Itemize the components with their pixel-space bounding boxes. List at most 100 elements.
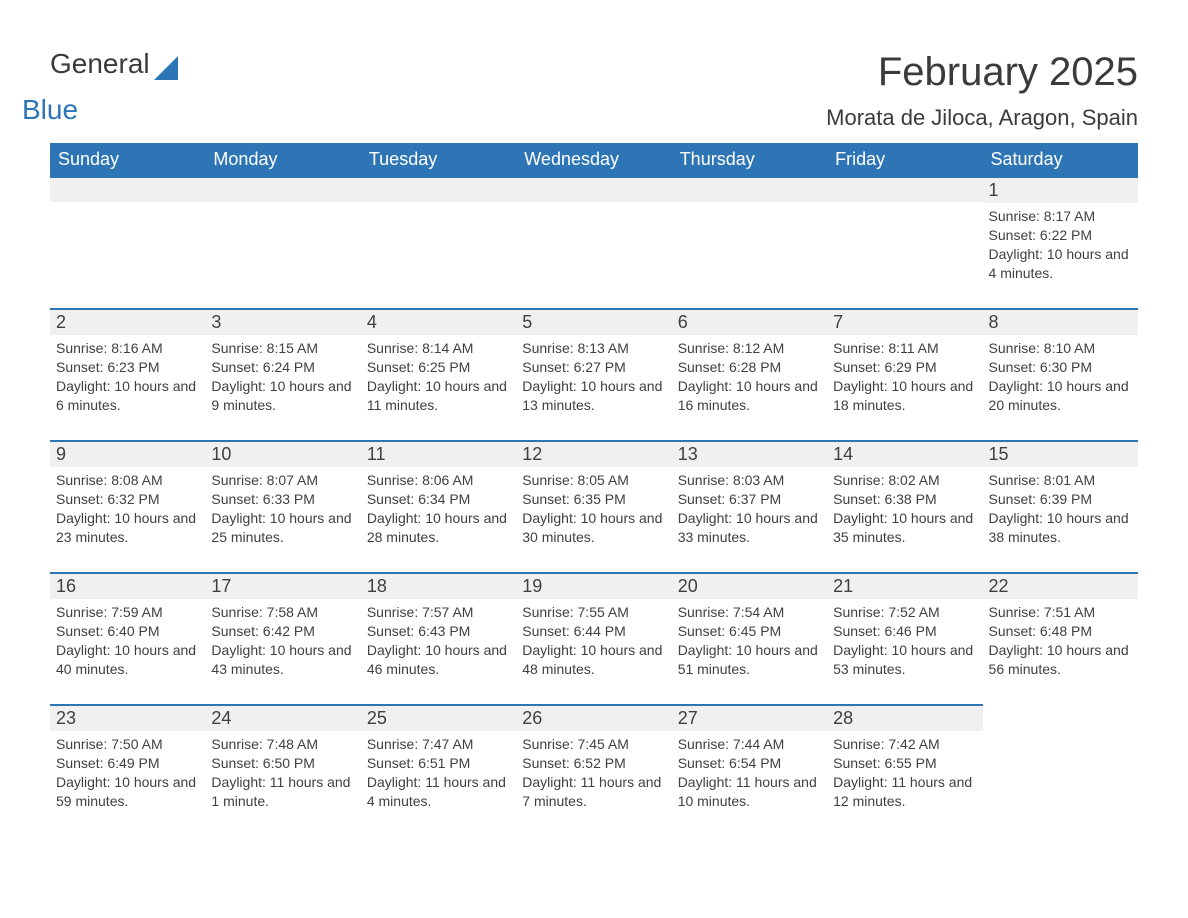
day-number: 14 [827, 440, 982, 467]
cell-body: Sunrise: 8:17 AMSunset: 6:22 PMDaylight:… [983, 203, 1138, 283]
cell-body: Sunrise: 8:06 AMSunset: 6:34 PMDaylight:… [361, 467, 516, 547]
sunrise-line: Sunrise: 7:57 AM [367, 603, 510, 622]
day-number: 17 [205, 572, 360, 599]
sunset-line: Sunset: 6:45 PM [678, 622, 821, 641]
day-number: 21 [827, 572, 982, 599]
daylight-line: Daylight: 10 hours and 35 minutes. [833, 509, 976, 547]
sunrise-line: Sunrise: 7:51 AM [989, 603, 1132, 622]
daylight-line: Daylight: 10 hours and 20 minutes. [989, 377, 1132, 415]
sunset-line: Sunset: 6:30 PM [989, 358, 1132, 377]
empty-day-bar [50, 176, 205, 202]
cell-body: Sunrise: 7:45 AMSunset: 6:52 PMDaylight:… [516, 731, 671, 811]
daylight-line: Daylight: 11 hours and 7 minutes. [522, 773, 665, 811]
calendar-cell: 22Sunrise: 7:51 AMSunset: 6:48 PMDayligh… [983, 572, 1138, 704]
cell-body: Sunrise: 7:52 AMSunset: 6:46 PMDaylight:… [827, 599, 982, 679]
calendar-cell: 11Sunrise: 8:06 AMSunset: 6:34 PMDayligh… [361, 440, 516, 572]
day-number: 16 [50, 572, 205, 599]
day-number: 12 [516, 440, 671, 467]
cell-body: Sunrise: 7:57 AMSunset: 6:43 PMDaylight:… [361, 599, 516, 679]
calendar-cell: 20Sunrise: 7:54 AMSunset: 6:45 PMDayligh… [672, 572, 827, 704]
sunset-line: Sunset: 6:44 PM [522, 622, 665, 641]
calendar-cell: 13Sunrise: 8:03 AMSunset: 6:37 PMDayligh… [672, 440, 827, 572]
sunrise-line: Sunrise: 8:03 AM [678, 471, 821, 490]
weekday-header: Thursday [672, 143, 827, 176]
day-number: 8 [983, 308, 1138, 335]
sunrise-line: Sunrise: 8:12 AM [678, 339, 821, 358]
calendar-cell [672, 176, 827, 308]
calendar-cell: 8Sunrise: 8:10 AMSunset: 6:30 PMDaylight… [983, 308, 1138, 440]
daylight-line: Daylight: 10 hours and 11 minutes. [367, 377, 510, 415]
calendar-cell [983, 704, 1138, 836]
calendar-cell: 6Sunrise: 8:12 AMSunset: 6:28 PMDaylight… [672, 308, 827, 440]
empty-day-bar [361, 176, 516, 202]
day-number: 15 [983, 440, 1138, 467]
sunset-line: Sunset: 6:37 PM [678, 490, 821, 509]
empty-day-bar [205, 176, 360, 202]
sunrise-line: Sunrise: 7:52 AM [833, 603, 976, 622]
daylight-line: Daylight: 10 hours and 18 minutes. [833, 377, 976, 415]
calendar-cell: 14 Sunrise: 8:02 AMSunset: 6:38 PMDayligh… [827, 440, 982, 572]
day-number: 25 [361, 704, 516, 731]
weekday-header-row: SundayMondayTuesdayWednesdayThursdayFrid… [50, 143, 1138, 176]
weekday-header: Friday [827, 143, 982, 176]
sunset-line: Sunset: 6:42 PM [211, 622, 354, 641]
cell-body: Sunrise: 7:59 AMSunset: 6:40 PMDaylight:… [50, 599, 205, 679]
sunrise-line: Sunrise: 7:44 AM [678, 735, 821, 754]
calendar-week-row: 1Sunrise: 8:17 AMSunset: 6:22 PMDaylight… [50, 176, 1138, 308]
header: General Blue February 2025 Morata de Jil… [50, 50, 1138, 143]
daylight-line: Daylight: 10 hours and 23 minutes. [56, 509, 199, 547]
sail-icon [152, 54, 182, 84]
calendar-cell: 19Sunrise: 7:55 AMSunset: 6:44 PMDayligh… [516, 572, 671, 704]
weekday-header: Saturday [983, 143, 1138, 176]
sunset-line: Sunset: 6:23 PM [56, 358, 199, 377]
day-number: 26 [516, 704, 671, 731]
sunrise-line: Sunrise: 7:45 AM [522, 735, 665, 754]
empty-day-bar [672, 176, 827, 202]
daylight-line: Daylight: 10 hours and 46 minutes. [367, 641, 510, 679]
calendar-week-row: 23Sunrise: 7:50 AMSunset: 6:49 PMDayligh… [50, 704, 1138, 836]
sunrise-line: Sunrise: 8:15 AM [211, 339, 354, 358]
daylight-line: Daylight: 10 hours and 16 minutes. [678, 377, 821, 415]
cell-body: Sunrise: 7:50 AMSunset: 6:49 PMDaylight:… [50, 731, 205, 811]
sunset-line: Sunset: 6:48 PM [989, 622, 1132, 641]
cell-body: Sunrise: 8:12 AMSunset: 6:28 PMDaylight:… [672, 335, 827, 415]
sunset-line: Sunset: 6:24 PM [211, 358, 354, 377]
day-number: 10 [205, 440, 360, 467]
page-title: February 2025 [826, 50, 1138, 95]
calendar-cell: 26Sunrise: 7:45 AMSunset: 6:52 PMDayligh… [516, 704, 671, 836]
sunset-line: Sunset: 6:54 PM [678, 754, 821, 773]
daylight-line: Daylight: 10 hours and 48 minutes. [522, 641, 665, 679]
calendar-cell: 27Sunrise: 7:44 AMSunset: 6:54 PMDayligh… [672, 704, 827, 836]
cell-body: Sunrise: 8:15 AMSunset: 6:24 PMDaylight:… [205, 335, 360, 415]
sunset-line: Sunset: 6:55 PM [833, 754, 976, 773]
cell-body: Sunrise: 7:58 AMSunset: 6:42 PMDaylight:… [205, 599, 360, 679]
cell-body: Sunrise: 8:07 AMSunset: 6:33 PMDaylight:… [205, 467, 360, 547]
calendar-cell: 25Sunrise: 7:47 AMSunset: 6:51 PMDayligh… [361, 704, 516, 836]
daylight-line: Daylight: 11 hours and 4 minutes. [367, 773, 510, 811]
day-number: 23 [50, 704, 205, 731]
location-subtitle: Morata de Jiloca, Aragon, Spain [826, 105, 1138, 131]
calendar-cell: 28Sunrise: 7:42 AMSunset: 6:55 PMDayligh… [827, 704, 982, 836]
cell-body: Sunrise: 8:10 AMSunset: 6:30 PMDaylight:… [983, 335, 1138, 415]
logo-word2: Blue [22, 96, 150, 124]
day-number: 5 [516, 308, 671, 335]
daylight-line: Daylight: 10 hours and 38 minutes. [989, 509, 1132, 547]
cell-body: Sunrise: 8:03 AMSunset: 6:37 PMDaylight:… [672, 467, 827, 547]
sunset-line: Sunset: 6:38 PM [833, 490, 976, 509]
calendar-cell: 2Sunrise: 8:16 AMSunset: 6:23 PMDaylight… [50, 308, 205, 440]
day-number: 13 [672, 440, 827, 467]
cell-body: Sunrise: 7:47 AMSunset: 6:51 PMDaylight:… [361, 731, 516, 811]
day-number: 19 [516, 572, 671, 599]
sunset-line: Sunset: 6:34 PM [367, 490, 510, 509]
calendar-cell [827, 176, 982, 308]
daylight-line: Daylight: 10 hours and 40 minutes. [56, 641, 199, 679]
calendar-week-row: 2Sunrise: 8:16 AMSunset: 6:23 PMDaylight… [50, 308, 1138, 440]
sunset-line: Sunset: 6:49 PM [56, 754, 199, 773]
logo-word1: General [50, 50, 150, 78]
day-number: 27 [672, 704, 827, 731]
sunset-line: Sunset: 6:51 PM [367, 754, 510, 773]
sunrise-line: Sunrise: 8:02 AM [833, 471, 976, 490]
cell-body: Sunrise: 7:55 AMSunset: 6:44 PMDaylight:… [516, 599, 671, 679]
calendar-week-row: 16Sunrise: 7:59 AMSunset: 6:40 PMDayligh… [50, 572, 1138, 704]
daylight-line: Daylight: 10 hours and 6 minutes. [56, 377, 199, 415]
